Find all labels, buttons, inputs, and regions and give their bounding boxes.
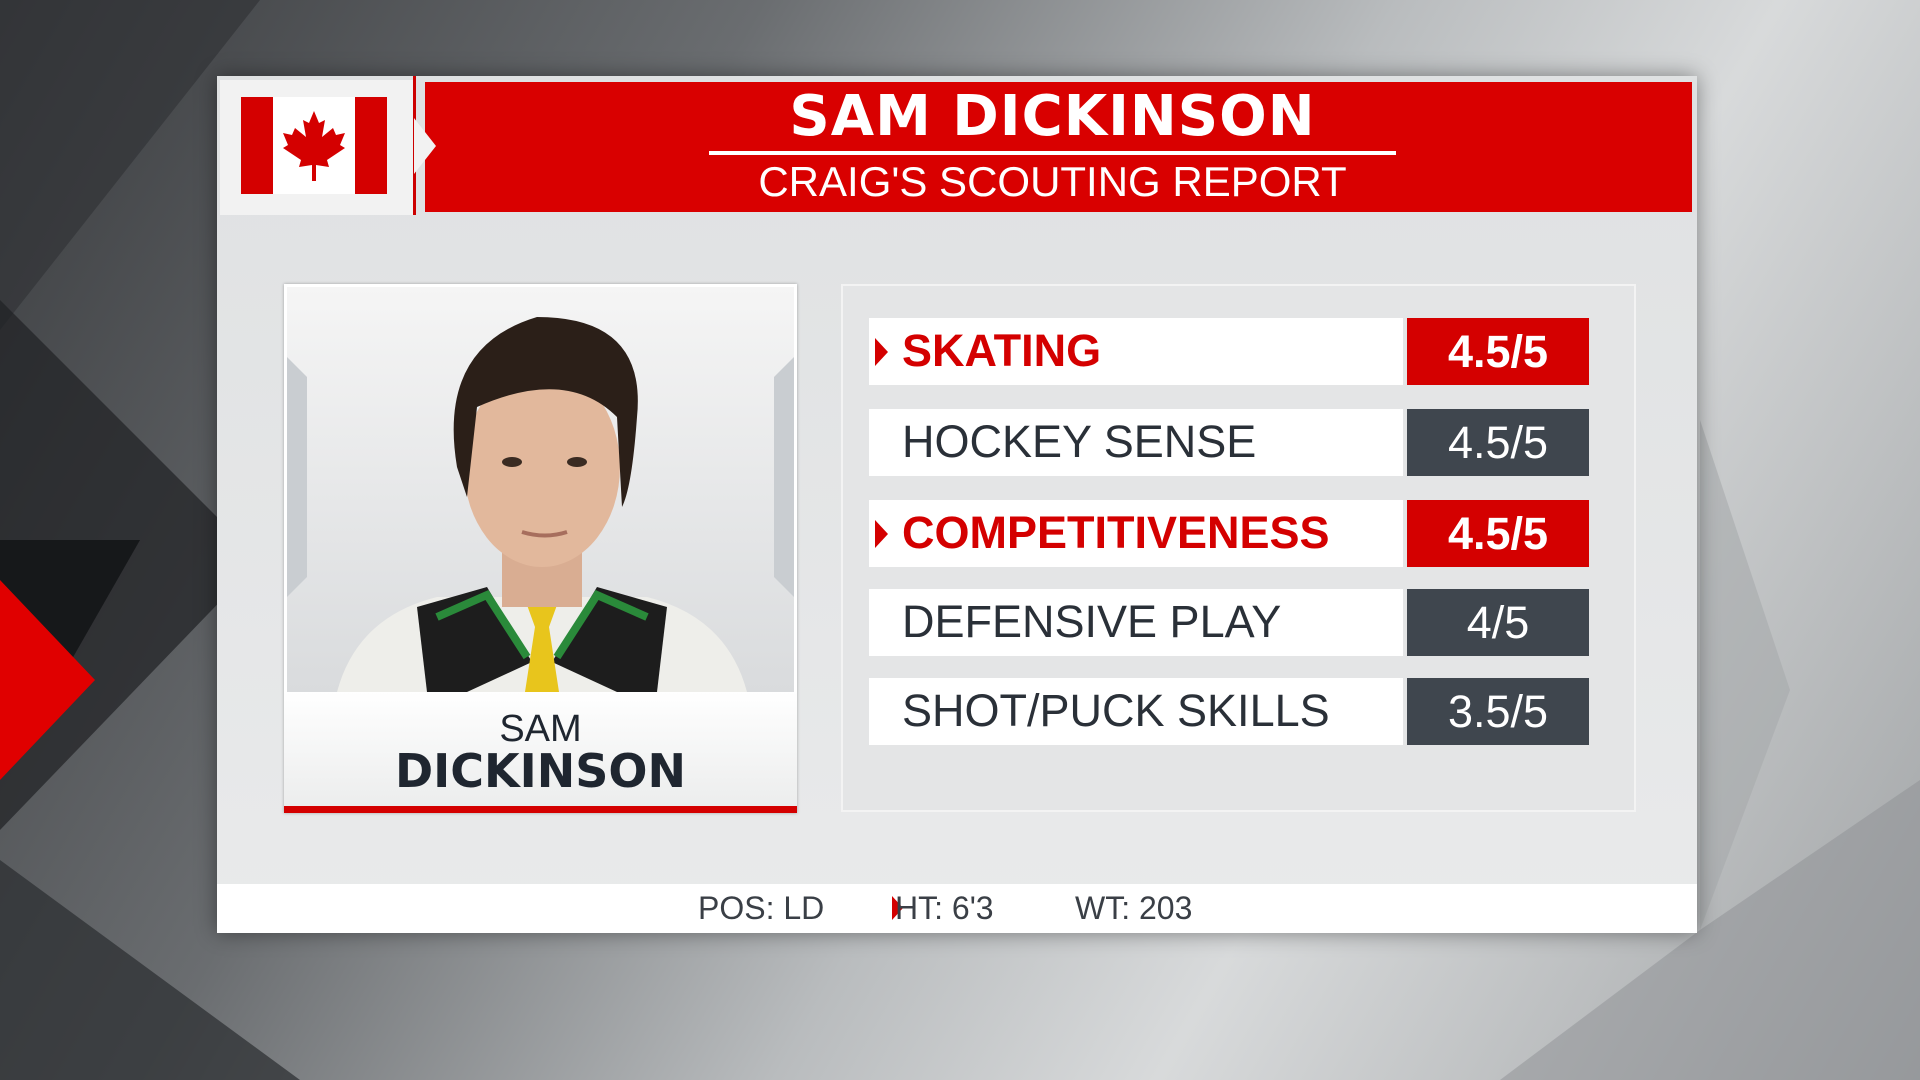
highlight-arrow-icon (875, 338, 888, 366)
rating-value: 4/5 (1407, 589, 1589, 656)
rating-label-box: SHOT/PUCK SKILLS (869, 678, 1403, 745)
rating-label: HOCKEY SENSE (902, 416, 1257, 467)
header-chevron-icon (414, 118, 436, 174)
footer-arrow-icon (892, 896, 903, 920)
rating-label: SKATING (902, 325, 1102, 376)
header-bar (425, 82, 1692, 212)
player-name-plate: SAM DICKINSON (284, 692, 797, 806)
rating-value: 4.5/5 (1407, 409, 1589, 476)
player-first-name: SAM (499, 708, 582, 750)
player-title: SAM DICKINSON (789, 84, 1316, 149)
position-info: POS: LD (698, 890, 825, 926)
canada-flag-icon (241, 97, 387, 194)
rating-row: COMPETITIVENESS 4.5/5 (869, 500, 1589, 567)
rating-value: 4.5/5 (1407, 318, 1589, 385)
rating-label: DEFENSIVE PLAY (902, 596, 1282, 647)
name-plate-accent (284, 806, 797, 813)
player-info-footer: POS: LD HT: 6'3 WT: 203 (217, 884, 1697, 933)
rating-value: 3.5/5 (1407, 678, 1589, 745)
report-subtitle: CRAIG'S SCOUTING REPORT (758, 158, 1347, 205)
rating-label: COMPETITIVENESS (902, 507, 1330, 558)
weight-info: WT: 203 (1075, 890, 1193, 926)
player-last-name: DICKINSON (394, 744, 687, 798)
rating-label-box: HOCKEY SENSE (869, 409, 1403, 476)
title-divider (709, 151, 1396, 155)
rating-label-box: COMPETITIVENESS (869, 500, 1403, 567)
red-chevron-decoration (0, 580, 95, 780)
rating-row: SKATING 4.5/5 (869, 318, 1589, 385)
rating-row: SHOT/PUCK SKILLS 3.5/5 (869, 678, 1589, 745)
rating-row: HOCKEY SENSE 4.5/5 (869, 409, 1589, 476)
rating-label-box: DEFENSIVE PLAY (869, 589, 1403, 656)
height-info: HT: 6'3 (895, 890, 994, 926)
rating-row: DEFENSIVE PLAY 4/5 (869, 589, 1589, 656)
player-photo (287, 287, 794, 692)
player-card: SAM DICKINSON (284, 284, 797, 813)
rating-value: 4.5/5 (1407, 500, 1589, 567)
rating-label: SHOT/PUCK SKILLS (902, 685, 1330, 736)
highlight-arrow-icon (875, 520, 888, 548)
rating-label-box: SKATING (869, 318, 1403, 385)
